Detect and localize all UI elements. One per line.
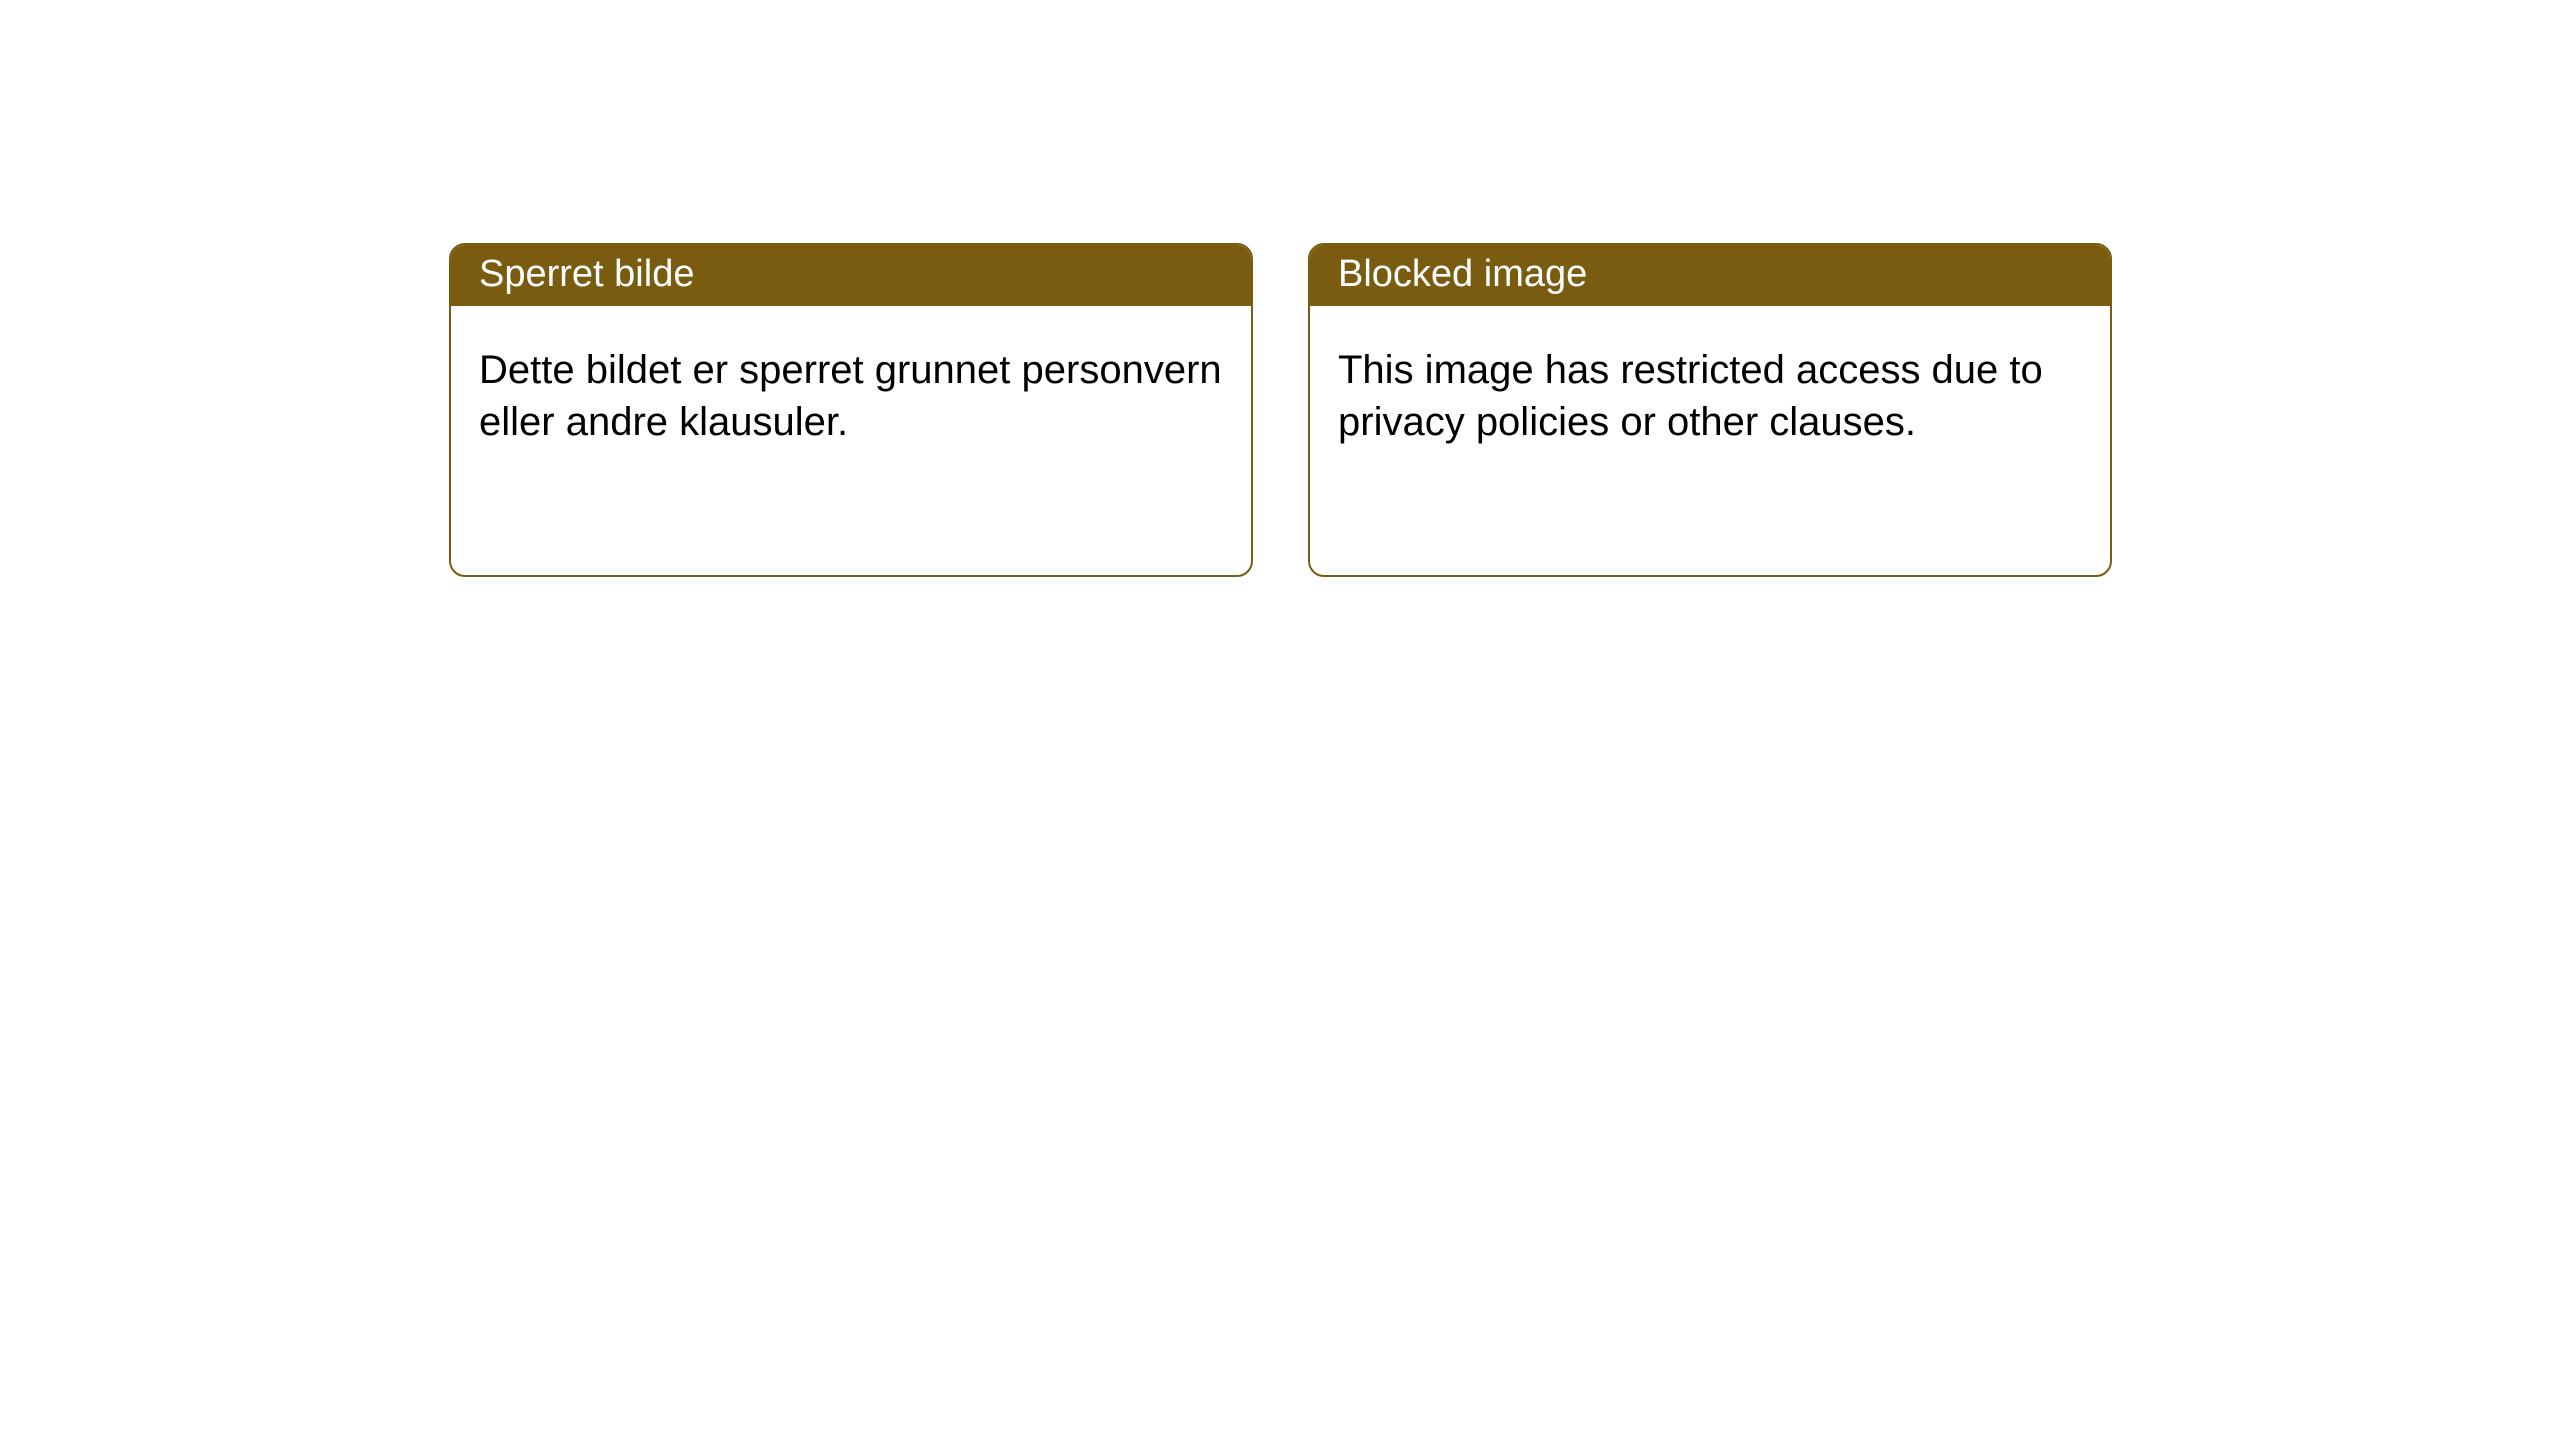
blocked-image-card-left: Sperret bilde Dette bildet er sperret gr… bbox=[449, 243, 1253, 577]
card-body-right: This image has restricted access due to … bbox=[1310, 306, 2110, 476]
card-container: Sperret bilde Dette bildet er sperret gr… bbox=[0, 0, 2560, 577]
card-header-left: Sperret bilde bbox=[451, 245, 1251, 306]
blocked-image-card-right: Blocked image This image has restricted … bbox=[1308, 243, 2112, 577]
card-body-left: Dette bildet er sperret grunnet personve… bbox=[451, 306, 1251, 476]
card-header-right: Blocked image bbox=[1310, 245, 2110, 306]
